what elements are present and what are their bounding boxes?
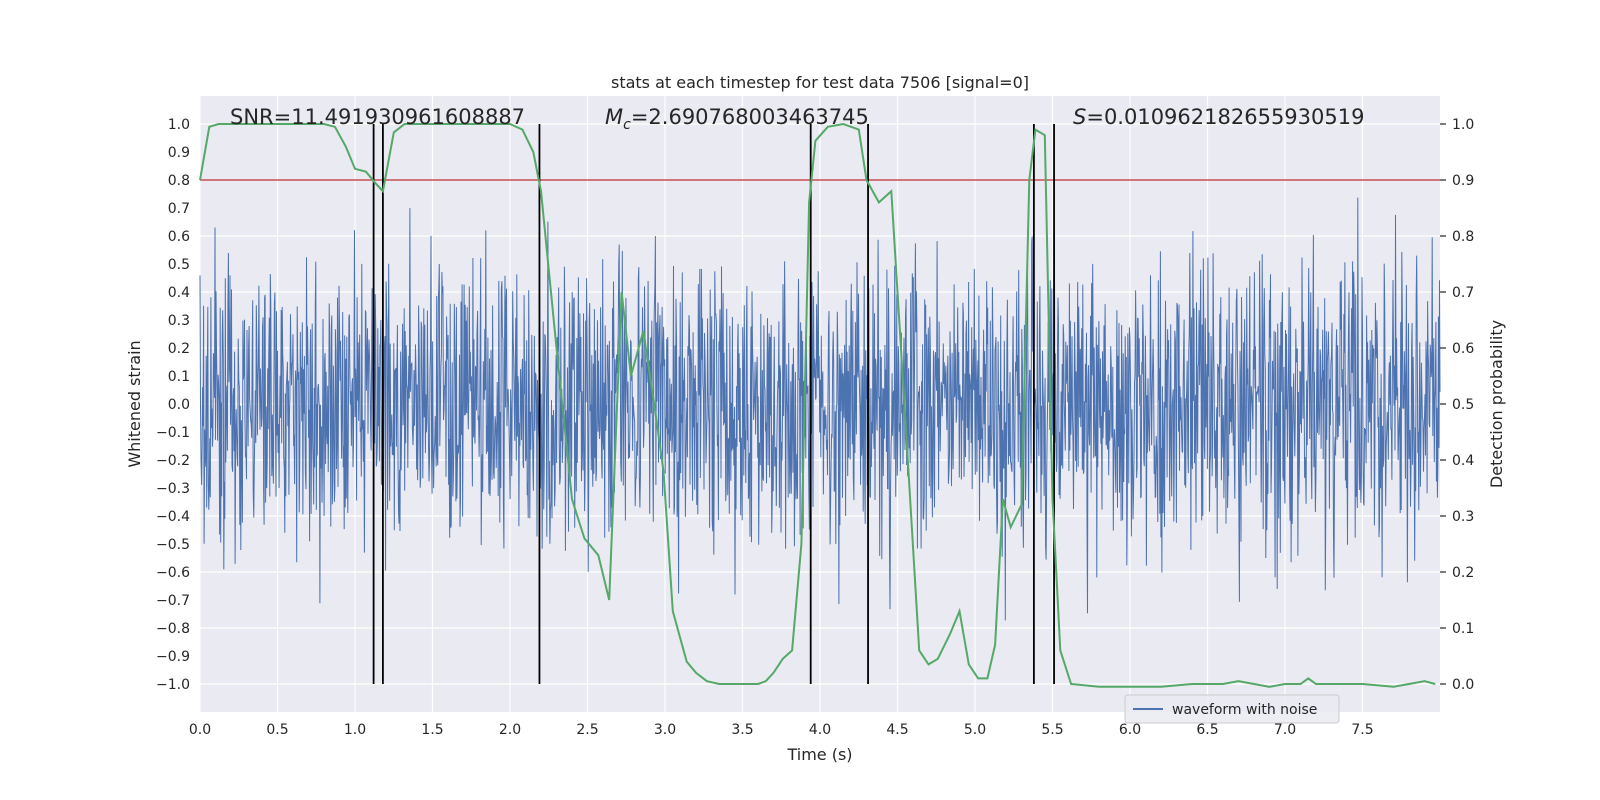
x-tick-label: 7.0 (1274, 722, 1296, 738)
y-tick-label: −0.4 (156, 509, 190, 525)
y-tick-label: −0.3 (156, 481, 190, 497)
y-axis-label: Whitened strain (125, 340, 144, 467)
y-tick-label: 1.0 (168, 117, 190, 133)
y-tick-label: 0.9 (168, 145, 190, 161)
chirp-mass-subscript: c (623, 117, 631, 133)
y2-tick-label: 1.0 (1452, 117, 1474, 133)
waveform-series (199, 197, 1441, 621)
x-tick-label: 6.0 (1119, 722, 1141, 738)
y2-tick-label: 0.2 (1452, 565, 1474, 581)
x-tick-label: 5.5 (1041, 722, 1063, 738)
y2-axis-ticks: 1.0 0.9 0.8 0.7 0.6 0.5 0.4 0.3 0.2 0.1 0.0 (1440, 117, 1474, 693)
y-tick-label: 0.7 (168, 201, 190, 217)
y2-tick-label: 0.7 (1452, 285, 1474, 301)
x-tick-label: 1.0 (344, 722, 366, 738)
y2-tick-label: 0.4 (1452, 453, 1474, 469)
legend-label: waveform with noise (1172, 702, 1317, 718)
y2-tick-label: 0.6 (1452, 341, 1474, 357)
y-axis-ticks: 1.0 0.9 0.8 0.7 0.6 0.5 0.4 0.3 0.2 0.1 0.0 −0.1 −0.… (156, 117, 190, 693)
y-tick-label: −0.2 (156, 453, 190, 469)
x-tick-label: 4.5 (886, 722, 908, 738)
y-tick-label: −0.6 (156, 565, 190, 581)
y-tick-label: −0.1 (156, 425, 190, 441)
x-tick-label: 6.5 (1196, 722, 1218, 738)
s-symbol: S (1073, 105, 1086, 129)
s-annotation: S=0.010962182655930519 (1073, 105, 1364, 129)
y-tick-label: −1.0 (156, 677, 190, 693)
y-tick-label: 0.5 (168, 257, 190, 273)
x-tick-label: 5.0 (964, 722, 986, 738)
legend-frame (1124, 694, 1340, 724)
segment-boundaries (372, 124, 1055, 684)
x-tick-label: 0.0 (189, 722, 211, 738)
y2-axis-label: Detection probability (1487, 320, 1506, 488)
x-tick-label: 3.5 (731, 722, 753, 738)
y-tick-label: −0.8 (156, 621, 190, 637)
waveform-layer (199, 197, 1441, 621)
y2-tick-label: 0.5 (1452, 397, 1474, 413)
detection-probability-series (199, 122, 1436, 688)
y-tick-label: 0.3 (168, 313, 190, 329)
s-value: =0.010962182655930519 (1086, 105, 1364, 129)
y-tick-label: −0.9 (156, 649, 190, 665)
y-tick-label: −0.5 (156, 537, 190, 553)
x-axis-label: Time (s) (786, 745, 852, 764)
y-tick-label: 0.0 (168, 397, 190, 413)
chirp-mass-value: =2.690768003463745 (631, 105, 869, 129)
x-tick-label: 0.5 (266, 722, 288, 738)
legend: waveform with noise (1124, 694, 1340, 724)
chart-title: stats at each timestep for test data 750… (611, 73, 1029, 92)
y-tick-label: 0.4 (168, 285, 190, 301)
y-tick-label: −0.7 (156, 593, 190, 609)
x-tick-label: 3.0 (654, 722, 676, 738)
x-tick-label: 4.0 (809, 722, 831, 738)
snr-annotation: SNR=11.491930961608887 (230, 105, 525, 129)
chirp-mass-symbol: M (605, 105, 623, 129)
y-tick-label: 0.2 (168, 341, 190, 357)
y2-tick-label: 0.9 (1452, 173, 1474, 189)
y-tick-label: 0.1 (168, 369, 190, 385)
x-tick-label: 1.5 (421, 722, 443, 738)
y2-tick-label: 0.0 (1452, 677, 1474, 693)
x-tick-label: 7.5 (1351, 722, 1373, 738)
chirp-mass-annotation: Mc=2.690768003463745 (605, 105, 869, 133)
x-tick-label: 2.0 (499, 722, 521, 738)
y-tick-label: 0.6 (168, 229, 190, 245)
x-tick-label: 2.5 (576, 722, 598, 738)
y2-tick-label: 0.8 (1452, 229, 1474, 245)
y2-tick-label: 0.3 (1452, 509, 1474, 525)
x-axis-ticks: 0.0 0.5 1.0 1.5 2.0 2.5 3.0 3.5 4.0 4.5 5.0 5.5 6.0 6… (189, 722, 1374, 738)
y-tick-label: 0.8 (168, 173, 190, 189)
y2-tick-label: 0.1 (1452, 621, 1474, 637)
